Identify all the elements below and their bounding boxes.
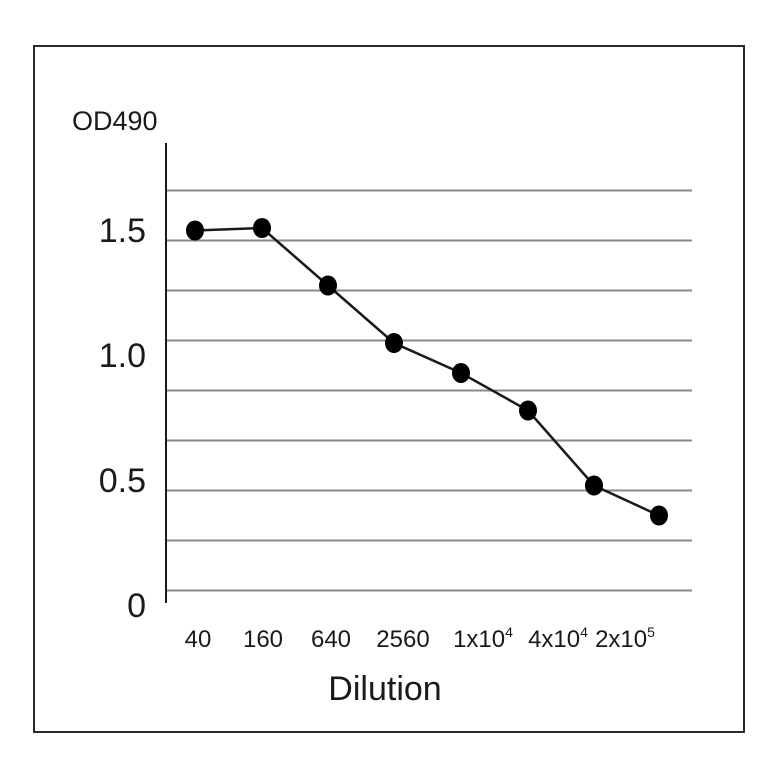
data-point-1 [253,218,271,238]
data-point-3 [385,333,403,353]
x-axis-title: Dilution [328,670,441,708]
data-point-7 [650,505,668,526]
y-tick-label-2: 1.0 [99,337,146,375]
y-tick-label-3: 1.5 [99,212,146,250]
data-point-2 [319,275,337,296]
gridlines [166,189,692,592]
y-tick-label-0: 0 [127,587,146,625]
series-line-0 [194,226,660,517]
chart-frame [33,45,745,733]
x-tick-label-0: 40 [185,626,212,653]
x-tick-label-4: 1x104 [453,624,513,653]
data-point-4 [452,363,470,383]
y-tick-label-1: 0.5 [99,462,146,500]
x-tick-labels: 40 160 640 2560 1x104 4x104 2x105 [185,624,655,653]
data-point-0 [186,220,204,241]
x-tick-label-5: 4x104 [528,624,588,653]
series-layer [186,218,668,526]
y-axis-title: OD490 [72,106,158,136]
x-tick-label-6: 2x105 [595,624,655,653]
y-tick-labels: 0 0.5 1.0 1.5 [99,212,146,625]
x-tick-label-2: 640 [311,626,351,653]
data-point-5 [519,400,537,421]
data-point-6 [585,475,603,496]
x-tick-label-1: 160 [243,626,283,653]
x-tick-label-3: 2560 [376,626,429,653]
